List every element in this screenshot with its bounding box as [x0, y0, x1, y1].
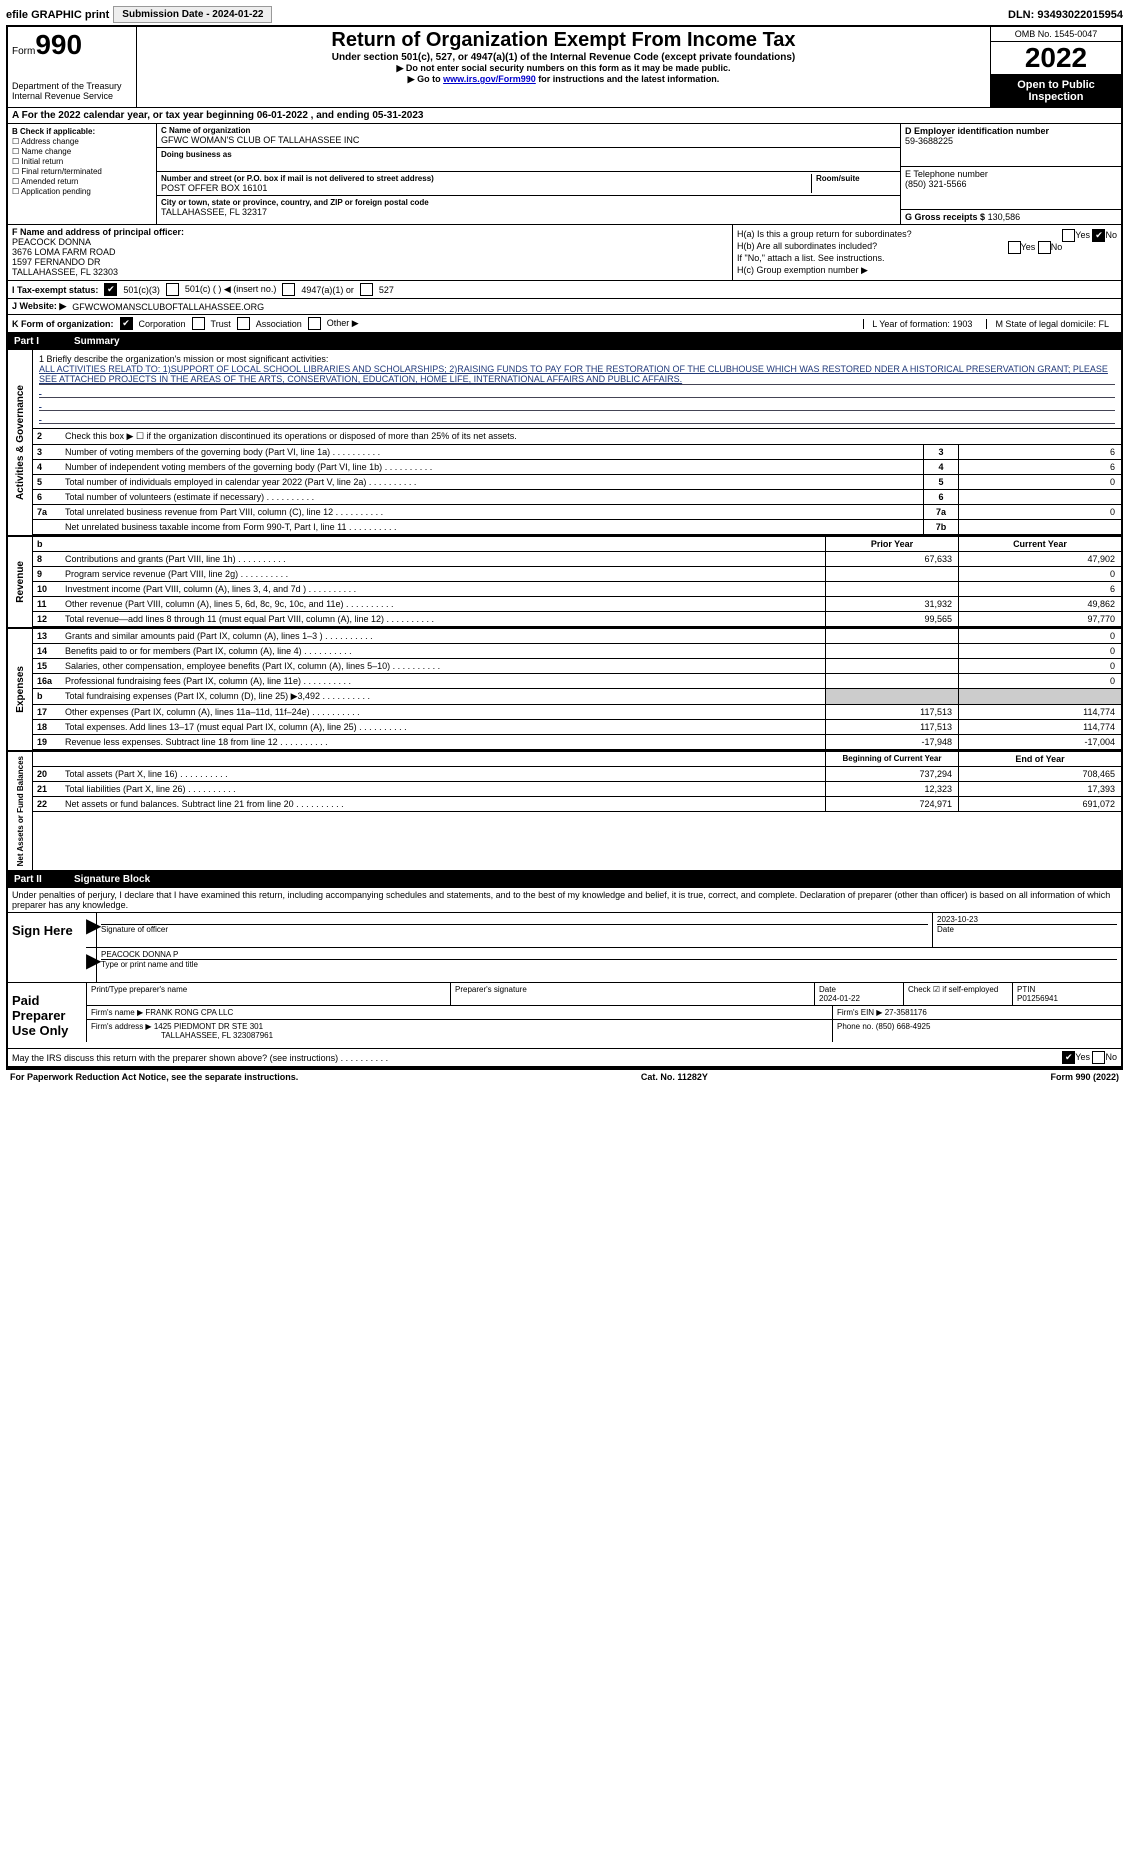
form-note2: ▶ Go to www.irs.gov/Form990 for instruct…: [141, 74, 986, 85]
gov-row: 5Total number of individuals employed in…: [33, 475, 1121, 490]
gov-row: 3Number of voting members of the governi…: [33, 445, 1121, 460]
sign-here-label: Sign Here: [8, 913, 86, 982]
irs-link[interactable]: www.irs.gov/Form990: [443, 74, 536, 84]
omb-number: OMB No. 1545-0047: [991, 27, 1121, 42]
form-subtitle: Under section 501(c), 527, or 4947(a)(1)…: [141, 52, 986, 63]
declaration: Under penalties of perjury, I declare th…: [8, 888, 1121, 913]
data-row: 13Grants and similar amounts paid (Part …: [33, 629, 1121, 644]
expenses-label: Expenses: [15, 666, 26, 713]
gov-row: 7aTotal unrelated business revenue from …: [33, 505, 1121, 520]
data-row: 21Total liabilities (Part X, line 26)12,…: [33, 782, 1121, 797]
gov-row: Net unrelated business taxable income fr…: [33, 520, 1121, 535]
open-public-badge: Open to Public Inspection: [991, 75, 1121, 107]
tax-year: 2022: [991, 42, 1121, 75]
data-row: bTotal fundraising expenses (Part IX, co…: [33, 689, 1121, 705]
footer: For Paperwork Reduction Act Notice, see …: [6, 1070, 1123, 1084]
section-c: C Name of organization GFWC WOMAN'S CLUB…: [157, 124, 900, 224]
part1-header: Part ISummary: [8, 334, 1121, 350]
data-row: 8Contributions and grants (Part VIII, li…: [33, 552, 1121, 567]
form-note1: ▶ Do not enter social security numbers o…: [141, 63, 986, 74]
part2-header: Part IISignature Block: [8, 872, 1121, 888]
data-row: 11Other revenue (Part VIII, column (A), …: [33, 597, 1121, 612]
revenue-label: Revenue: [15, 561, 26, 603]
form-number: 990: [35, 29, 82, 60]
data-row: 20Total assets (Part X, line 16)737,2947…: [33, 767, 1121, 782]
data-row: 12Total revenue—add lines 8 through 11 (…: [33, 612, 1121, 627]
section-h: H(a) Is this a group return for subordin…: [733, 225, 1121, 280]
row-j-website: J Website: ▶ GFWCWOMANSCLUBOFTALLAHASSEE…: [8, 299, 1121, 315]
data-row: 9Program service revenue (Part VIII, lin…: [33, 567, 1121, 582]
data-row: 22Net assets or fund balances. Subtract …: [33, 797, 1121, 812]
submission-date-button[interactable]: Submission Date - 2024-01-22: [113, 6, 272, 23]
row-i-tax-status: I Tax-exempt status: 501(c)(3) 501(c) ( …: [8, 281, 1121, 299]
data-row: 16aProfessional fundraising fees (Part I…: [33, 674, 1121, 689]
section-f: F Name and address of principal officer:…: [8, 225, 733, 280]
section-b: B Check if applicable: ☐ Address change …: [8, 124, 157, 224]
form-label: Form: [12, 46, 35, 57]
data-row: 15Salaries, other compensation, employee…: [33, 659, 1121, 674]
efile-label: efile GRAPHIC print: [6, 9, 109, 21]
data-row: 18Total expenses. Add lines 13–17 (must …: [33, 720, 1121, 735]
data-row: 10Investment income (Part VIII, column (…: [33, 582, 1121, 597]
irs-label: Internal Revenue Service: [12, 91, 132, 101]
gov-row: 6Total number of volunteers (estimate if…: [33, 490, 1121, 505]
form-title: Return of Organization Exempt From Incom…: [141, 29, 986, 52]
dept-treasury: Department of the Treasury: [12, 81, 132, 91]
row-k-form-org: K Form of organization: Corporation Trus…: [8, 315, 1121, 334]
data-row: 17Other expenses (Part IX, column (A), l…: [33, 705, 1121, 720]
mission-block: 1 Briefly describe the organization's mi…: [33, 350, 1121, 429]
may-discuss: May the IRS discuss this return with the…: [8, 1049, 1121, 1068]
paid-preparer-label: Paid Preparer Use Only: [8, 983, 86, 1048]
section-d: D Employer identification number 59-3688…: [900, 124, 1121, 224]
section-a: A For the 2022 calendar year, or tax yea…: [8, 108, 1121, 124]
gov-row: 4Number of independent voting members of…: [33, 460, 1121, 475]
data-row: 14Benefits paid to or for members (Part …: [33, 644, 1121, 659]
activities-governance-label: Activities & Governance: [15, 385, 26, 500]
data-row: 19Revenue less expenses. Subtract line 1…: [33, 735, 1121, 750]
net-assets-label: Net Assets or Fund Balances: [16, 756, 25, 866]
dln-label: DLN: 93493022015954: [1008, 9, 1123, 21]
